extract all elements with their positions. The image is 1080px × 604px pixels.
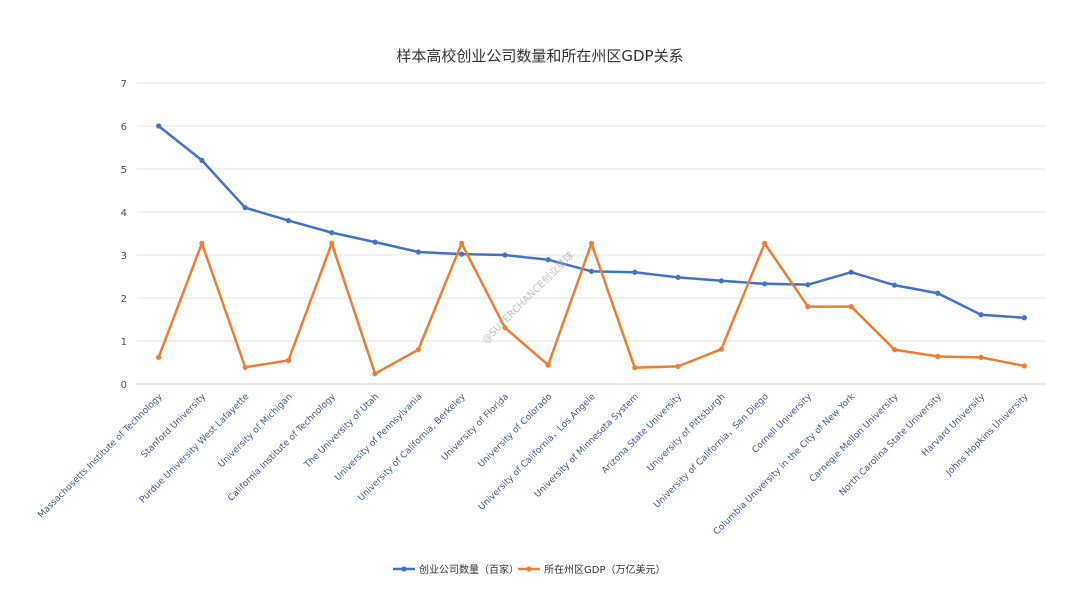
data-point (372, 239, 378, 245)
data-point (285, 218, 292, 224)
y-tick-label: 3 (121, 251, 127, 262)
data-point (935, 290, 941, 296)
x-axis: Massachusetts Institute of TechnologySta… (36, 391, 1031, 537)
data-point (978, 354, 984, 360)
data-point (588, 240, 595, 246)
data-point (718, 278, 724, 284)
data-point (502, 252, 508, 258)
data-point (632, 365, 638, 371)
x-tick-label: University of Colorado (477, 392, 555, 470)
data-point (545, 362, 551, 368)
x-tick-label: Johns Hopkins University (944, 392, 1031, 479)
data-point (632, 269, 638, 275)
data-point (242, 364, 248, 370)
data-point (891, 347, 898, 353)
data-point (372, 371, 378, 377)
series-1 (156, 123, 1027, 321)
data-point (762, 281, 768, 287)
data-point (199, 157, 205, 163)
legend-label: 所在州区GDP（万亿美元） (544, 563, 665, 576)
data-point (329, 230, 335, 236)
series-layer (156, 123, 1027, 377)
y-tick-label: 1 (121, 337, 127, 348)
data-point (459, 240, 465, 246)
data-point (935, 353, 941, 360)
x-tick-label: Arizona State University (600, 392, 684, 476)
x-tick-label: University of Michigan (217, 392, 295, 470)
data-point (285, 357, 292, 363)
series-line (157, 242, 1026, 375)
data-point (199, 240, 205, 246)
data-point (502, 325, 508, 331)
data-point (675, 363, 681, 369)
data-point (805, 282, 811, 288)
data-point (242, 205, 248, 211)
data-point (156, 123, 162, 129)
data-point (718, 346, 724, 352)
data-point (329, 240, 335, 246)
data-point (156, 354, 162, 360)
chart-title: 样本高校创业公司数量和所在州区GDP关系 (396, 47, 683, 65)
data-point (415, 249, 421, 255)
y-tick-label: 5 (121, 165, 127, 176)
data-point (978, 312, 984, 318)
x-tick-label: Carnegie Mellon University (808, 392, 901, 485)
data-point (459, 251, 465, 257)
x-tick-label: University of Pittsburgh (646, 392, 728, 474)
data-point (848, 269, 854, 275)
y-tick-label: 0 (121, 380, 127, 391)
data-point (805, 304, 811, 310)
y-tick-label: 4 (121, 208, 127, 219)
data-point (545, 257, 551, 263)
data-point (1021, 363, 1027, 369)
legend-marker (401, 566, 407, 572)
data-point (588, 268, 595, 274)
y-tick-label: 7 (121, 79, 127, 90)
data-point (415, 347, 421, 353)
y-axis: 0 1 2 3 4 5 6 7 (121, 79, 127, 391)
legend: 创业公司数量（百家） 所在州区GDP（万亿美元） (393, 563, 665, 576)
x-tick-label: University of Pennsylvania (333, 392, 424, 483)
y-tick-label: 6 (121, 122, 127, 133)
data-point (1021, 315, 1027, 321)
data-point (675, 274, 681, 280)
data-point (891, 282, 898, 288)
data-point (762, 240, 768, 246)
y-tick-label: 2 (121, 294, 127, 305)
legend-marker (526, 566, 532, 572)
legend-label: 创业公司数量（百家） (419, 563, 519, 576)
gridlines (137, 82, 1046, 385)
legend-item: 创业公司数量（百家） (393, 563, 519, 576)
series-2 (156, 240, 1027, 377)
x-tick-label: The University of Utah (302, 392, 381, 471)
legend-item: 所在州区GDP（万亿美元） (518, 563, 665, 576)
data-point (848, 304, 854, 310)
